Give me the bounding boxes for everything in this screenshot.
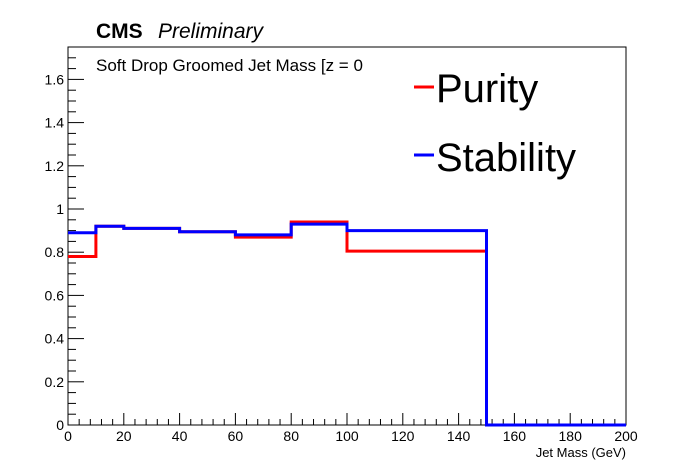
plot-label: Soft Drop Groomed Jet Mass [z = 0 xyxy=(96,56,363,75)
experiment-label: CMS xyxy=(96,20,143,43)
x-tick-label: 180 xyxy=(559,428,583,444)
x-tick-label: 120 xyxy=(391,428,415,444)
series-line-purity xyxy=(68,220,626,427)
y-tick-label: 0.8 xyxy=(45,244,65,260)
y-tick-label: 0.6 xyxy=(45,287,65,303)
y-tick-label: 1.6 xyxy=(45,71,65,87)
x-tick-label: 60 xyxy=(228,428,244,444)
y-tick-label: 1 xyxy=(56,201,64,217)
y-tick-label: 1.2 xyxy=(45,158,65,174)
y-tick-label: 0.4 xyxy=(45,331,65,347)
y-tick-label: 0 xyxy=(56,417,64,433)
y-tick-label: 1.4 xyxy=(45,115,65,131)
x-tick-label: 140 xyxy=(447,428,471,444)
x-tick-label: 40 xyxy=(172,428,188,444)
x-tick-label: 20 xyxy=(116,428,132,444)
legend-stability-label: Stability xyxy=(436,136,576,180)
series-line-stability xyxy=(68,222,626,427)
x-tick-label: 160 xyxy=(503,428,527,444)
axis-ticks: 0 20 40 60 80 100 120 140 160 180 200 0 0.2 0.4 0.6 0.8… xyxy=(45,46,638,444)
x-tick-label: 80 xyxy=(283,428,299,444)
y-tick-label: 0.2 xyxy=(45,374,65,390)
status-label: Preliminary xyxy=(158,20,265,43)
x-axis-title: Jet Mass (GeV) xyxy=(536,445,626,460)
series-group xyxy=(68,220,626,427)
x-tick-label: 200 xyxy=(614,428,638,444)
x-tick-label: 0 xyxy=(64,428,72,444)
x-tick-label: 100 xyxy=(335,428,359,444)
legend-purity-label: Purity xyxy=(436,67,538,111)
